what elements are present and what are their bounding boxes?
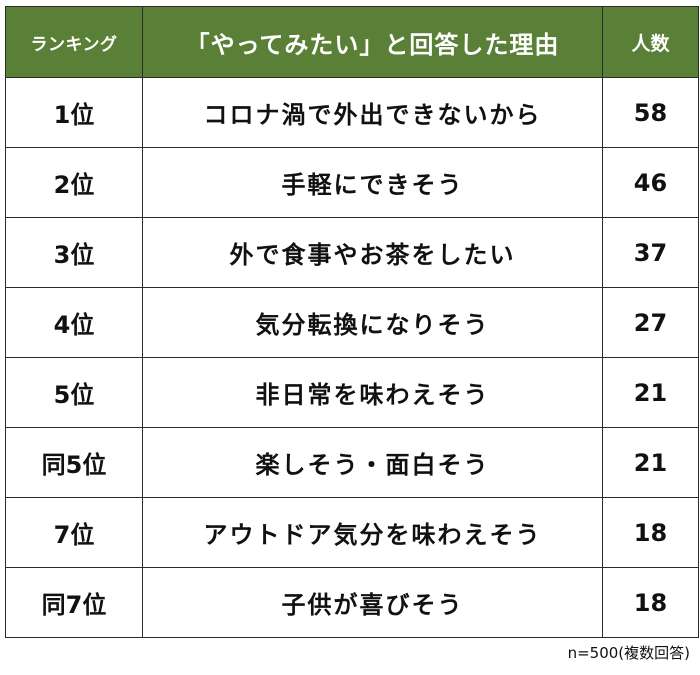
header-row: ランキング 「やってみたい」と回答した理由 人数: [5, 6, 699, 78]
table-body: 1位 コロナ渦で外出できないから 58 2位 手軽にできそう 46 3位 外で食…: [5, 77, 699, 638]
count-cell: 58: [602, 77, 699, 148]
reason-cell: 手軽にできそう: [142, 147, 603, 218]
table-row: 同5位 楽しそう・面白そう 21: [5, 427, 699, 498]
count-cell: 18: [602, 567, 699, 638]
reason-cell: アウトドア気分を味わえそう: [142, 497, 603, 568]
reason-cell: 非日常を味わえそう: [142, 357, 603, 428]
rank-cell: 4位: [5, 287, 143, 358]
rank-cell: 同5位: [5, 427, 143, 498]
rank-cell: 5位: [5, 357, 143, 428]
header-rank: ランキング: [5, 6, 143, 78]
count-cell: 21: [602, 357, 699, 428]
header-reason: 「やってみたい」と回答した理由: [142, 6, 603, 78]
table-row: 2位 手軽にできそう 46: [5, 147, 699, 218]
count-cell: 37: [602, 217, 699, 288]
table-row: 同7位 子供が喜びそう 18: [5, 567, 699, 638]
rank-cell: 同7位: [5, 567, 143, 638]
table-row: 3位 外で食事やお茶をしたい 37: [5, 217, 699, 288]
count-cell: 21: [602, 427, 699, 498]
ranking-table: ランキング 「やってみたい」と回答した理由 人数 1位 コロナ渦で外出できないか…: [5, 6, 699, 638]
reason-cell: 外で食事やお茶をしたい: [142, 217, 603, 288]
reason-cell: コロナ渦で外出できないから: [142, 77, 603, 148]
rank-cell: 1位: [5, 77, 143, 148]
table-row: 7位 アウトドア気分を味わえそう 18: [5, 497, 699, 568]
table-row: 1位 コロナ渦で外出できないから 58: [5, 77, 699, 148]
table-row: 5位 非日常を味わえそう 21: [5, 357, 699, 428]
rank-cell: 2位: [5, 147, 143, 218]
sample-size-note: n=500(複数回答): [567, 644, 690, 662]
count-cell: 18: [602, 497, 699, 568]
reason-cell: 気分転換になりそう: [142, 287, 603, 358]
count-cell: 46: [602, 147, 699, 218]
table-row: 4位 気分転換になりそう 27: [5, 287, 699, 358]
reason-cell: 楽しそう・面白そう: [142, 427, 603, 498]
header-count: 人数: [602, 6, 699, 78]
reason-cell: 子供が喜びそう: [142, 567, 603, 638]
rank-cell: 3位: [5, 217, 143, 288]
rank-cell: 7位: [5, 497, 143, 568]
count-cell: 27: [602, 287, 699, 358]
